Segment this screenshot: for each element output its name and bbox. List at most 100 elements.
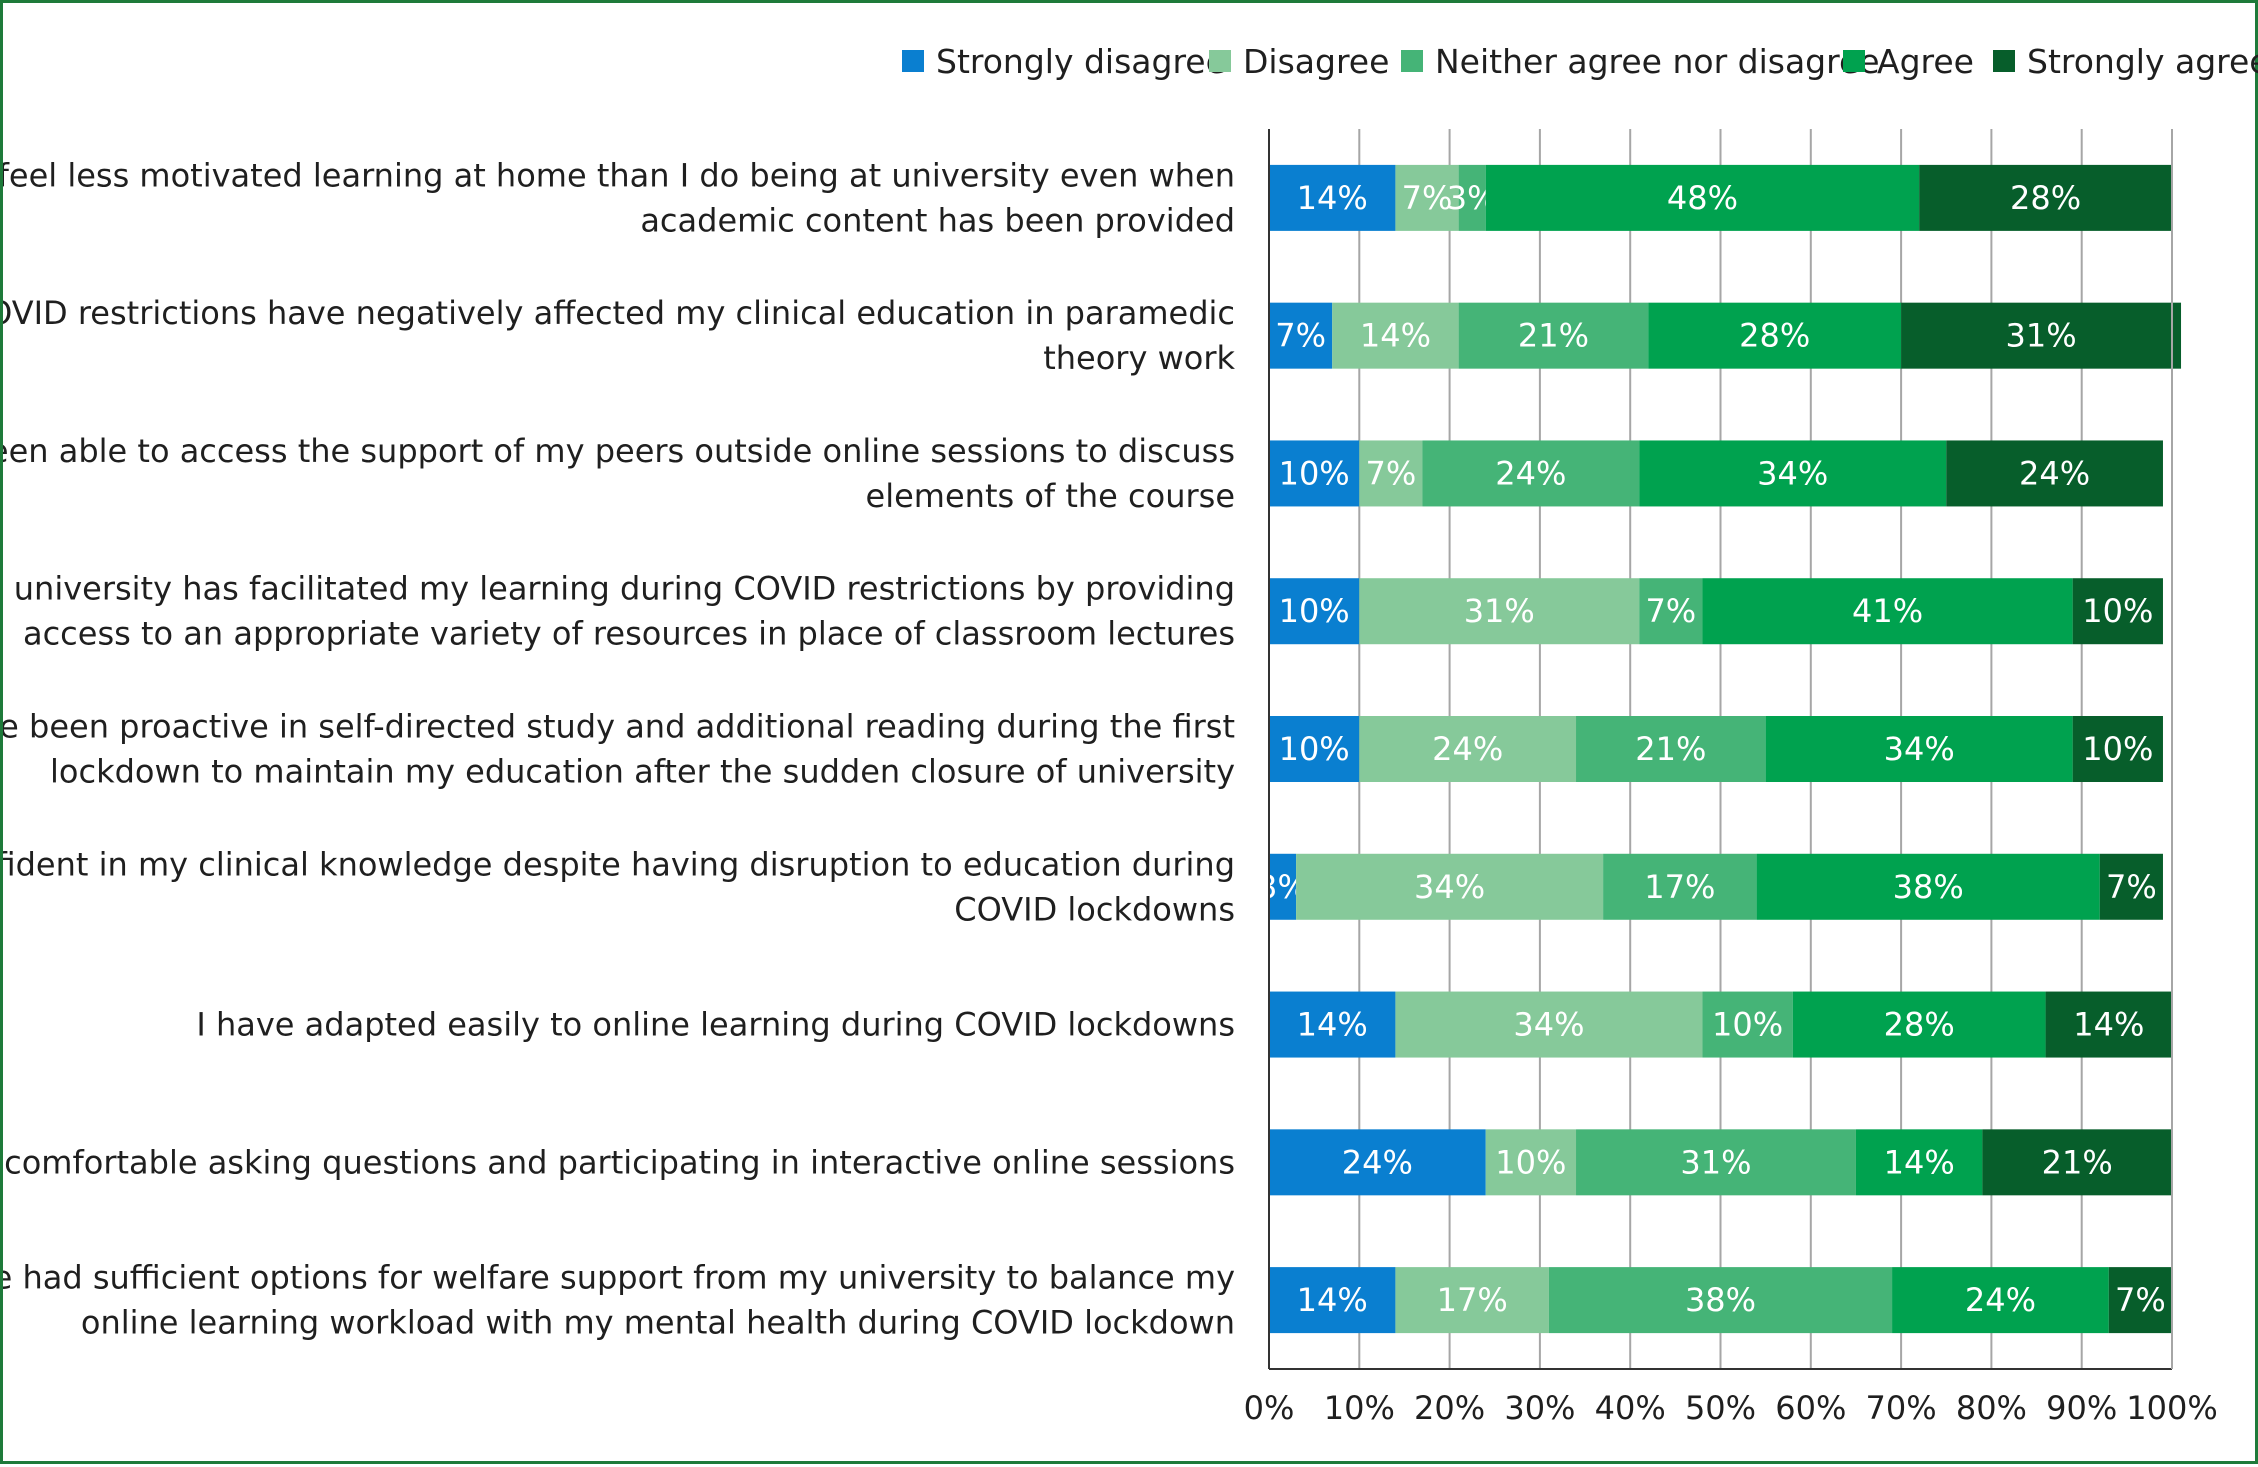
category-label: I feel COVID restrictions have negativel… [3, 294, 1235, 332]
bar-segment [1702, 578, 2073, 645]
category-label: online learning workload with my mental … [81, 1304, 1235, 1342]
x-tick-label: 50% [1685, 1389, 1756, 1427]
bar-segment [1269, 853, 1297, 920]
bar-segment [1756, 853, 2100, 920]
bar-segment [1982, 1129, 2172, 1196]
bar-segment [1639, 578, 1703, 645]
data-label: 24% [1965, 1281, 2036, 1319]
bar-segment [2045, 991, 2172, 1058]
bar-segment [1855, 1129, 1983, 1196]
bar-segment [1648, 302, 1902, 369]
bar-segment [1458, 302, 1649, 369]
category-label: I feel less motivated learning at home t… [3, 156, 1235, 194]
x-tick-label: 100% [2126, 1389, 2217, 1427]
x-tick-label: 40% [1595, 1389, 1666, 1427]
data-label: 14% [1297, 1281, 1368, 1319]
category-label: I feel confident in my clinical knowledg… [3, 845, 1235, 883]
data-label: 10% [1279, 730, 1350, 768]
category-label: I have been proactive in self-directed s… [3, 708, 1235, 746]
category-label: I have felt comfortable asking questions… [3, 1143, 1235, 1181]
data-label: 28% [1739, 317, 1810, 355]
category-label: lockdown to maintain my education after … [50, 753, 1235, 791]
bar-segment [1485, 164, 1920, 231]
data-label: 34% [1513, 1006, 1584, 1044]
stacked-bar-chart: 14% 7%3% 48% 28%7% 14% 21% 28% 31%10% 7% 24% 34% 24… [3, 42, 2258, 1427]
x-tick-label: 70% [1866, 1389, 1937, 1427]
bar-segment [1269, 991, 1396, 1058]
legend-swatch [1993, 50, 2015, 72]
data-label: 17% [1644, 868, 1715, 906]
data-label: 14% [2073, 1006, 2144, 1044]
bar-segment [1603, 853, 1757, 920]
bar-segment [1332, 302, 1459, 369]
category-label: COVID lockdowns [954, 890, 1235, 928]
bar-segment [1395, 164, 1459, 231]
data-label: 28% [2010, 179, 2081, 217]
bar-segment [1269, 716, 1360, 782]
x-tick-label: 10% [1324, 1389, 1395, 1427]
bar-segment [1422, 440, 1640, 507]
category-label: I have adapted easily to online learning… [196, 1006, 1235, 1044]
data-label: 21% [1518, 317, 1589, 355]
data-label: 28% [1884, 1006, 1955, 1044]
bar-segment [1395, 991, 1703, 1058]
data-label: 48% [1667, 179, 1738, 217]
data-label: 24% [2019, 454, 2090, 492]
bar-segment [1485, 1129, 1577, 1196]
data-label: 24% [1432, 730, 1503, 768]
bar-segment [1269, 1267, 1396, 1334]
bar-segment [1269, 440, 1360, 507]
bar-segment [1919, 164, 2172, 231]
data-label: 10% [2082, 730, 2153, 768]
data-label: 24% [1342, 1143, 1413, 1181]
data-label: 10% [1279, 454, 1350, 492]
data-label: 10% [1712, 1006, 1783, 1044]
data-label: 10% [1495, 1143, 1566, 1181]
data-label: 34% [1414, 868, 1485, 906]
bar-segment [1765, 716, 2073, 782]
data-label: 7% [1275, 317, 1326, 355]
category-label: theory work [1043, 339, 1235, 377]
bar-segment [1359, 440, 1423, 507]
category-label: I have had sufficient options for welfar… [3, 1259, 1235, 1297]
bar-segment [1269, 164, 1396, 231]
legend-swatch [1401, 50, 1423, 72]
data-label: 17% [1437, 1281, 1508, 1319]
data-label: 14% [1297, 1006, 1368, 1044]
x-tick-label: 20% [1414, 1389, 1485, 1427]
legend-label: Disagree [1243, 42, 1389, 81]
data-label: 10% [2082, 592, 2153, 630]
bar-segment [1548, 1267, 1893, 1334]
bar-segment [1269, 302, 1333, 369]
data-label: 14% [1360, 317, 1431, 355]
category-label: academic content has been provided [640, 201, 1235, 239]
data-label: 10% [1279, 592, 1350, 630]
data-label: 31% [2006, 317, 2077, 355]
bar-segment [1792, 991, 2046, 1058]
data-label: 7% [1366, 454, 1417, 492]
bar-segment [1946, 440, 2163, 507]
data-label: 7% [2115, 1281, 2166, 1319]
x-tick-label: 30% [1504, 1389, 1575, 1427]
category-label: I have been able to access the support o… [3, 432, 1235, 470]
legend-label: Agree [1877, 42, 1974, 81]
legend-swatch [902, 50, 924, 72]
bar-segment [2099, 853, 2163, 920]
category-label: elements of the course [866, 477, 1235, 515]
data-label: 41% [1852, 592, 1923, 630]
bar-segment [1702, 991, 1793, 1058]
legend: Strongly disagree Disagree Neither agree n… [902, 42, 2258, 81]
x-tick-label: 90% [2046, 1389, 2117, 1427]
bar-segment [1576, 1129, 1856, 1196]
data-label: 7% [2106, 868, 2157, 906]
bar-segment [2072, 716, 2163, 782]
data-label: 34% [1884, 730, 1955, 768]
data-label: 21% [1635, 730, 1706, 768]
bar-segment [1359, 578, 1640, 645]
bar-segment [1269, 578, 1360, 645]
bar-segment [1901, 302, 2182, 369]
bar-segment [1395, 1267, 1549, 1334]
data-label: 38% [1685, 1281, 1756, 1319]
category-label: access to an appropriate variety of reso… [23, 615, 1235, 653]
